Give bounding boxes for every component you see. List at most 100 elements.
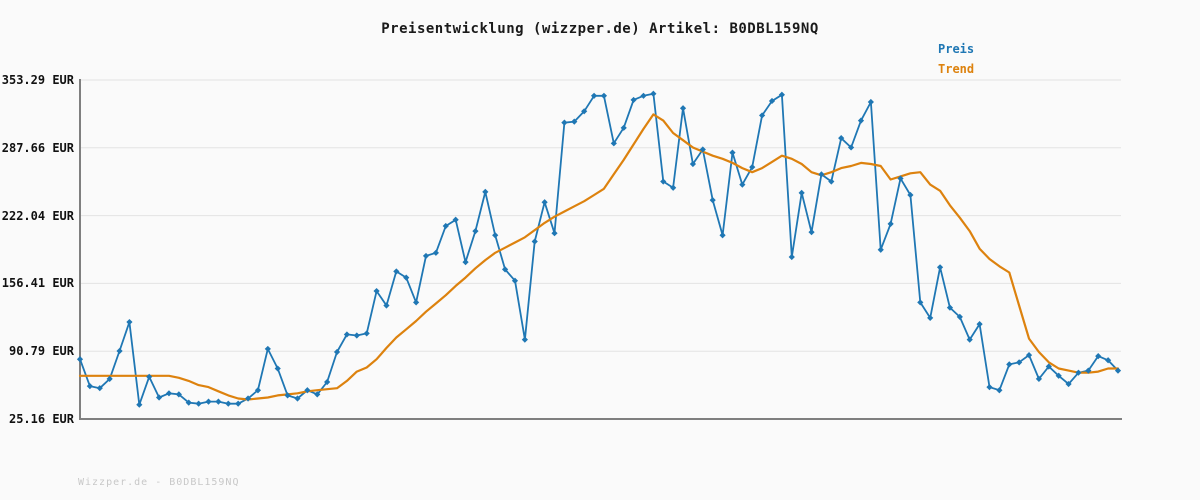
preis-marker: [917, 299, 924, 306]
legend-item-preis: Preis: [938, 42, 975, 56]
preis-marker: [195, 400, 202, 407]
preis-marker: [146, 373, 153, 380]
preis-marker: [739, 181, 746, 188]
preis-marker: [304, 387, 311, 394]
preis-marker: [1105, 357, 1112, 364]
preis-marker: [126, 318, 133, 326]
preis-marker: [620, 124, 627, 131]
preis-marker: [897, 175, 904, 182]
preis-marker: [106, 375, 113, 382]
chart-title: Preisentwicklung (wizzper.de) Artikel: B…: [381, 21, 819, 37]
preis-marker: [541, 199, 548, 206]
preis-marker: [511, 277, 519, 284]
preis-marker: [877, 246, 884, 253]
preis-marker: [1025, 352, 1033, 359]
preis-marker: [1085, 367, 1092, 374]
preis-marker: [818, 171, 825, 178]
preis-marker: [472, 228, 479, 235]
preis-marker: [462, 259, 469, 266]
preis-marker: [778, 91, 785, 98]
preis-marker: [452, 216, 459, 223]
preis-marker: [640, 92, 647, 99]
preis-marker: [215, 398, 222, 405]
preis-marker: [492, 232, 499, 239]
preis-marker: [996, 387, 1003, 394]
y-axis-tick-label: 90.79 EUR: [8, 344, 74, 359]
y-axis-tick-label: 25.16 EUR: [8, 412, 74, 426]
preis-marker: [1045, 363, 1052, 370]
preis-marker: [571, 118, 578, 125]
preis-marker: [946, 304, 954, 311]
preis-marker: [936, 264, 944, 271]
preis-marker: [788, 253, 795, 261]
preis-marker: [225, 400, 232, 407]
preis-marker: [501, 266, 509, 273]
preis-marker: [254, 387, 262, 394]
preis-marker: [1016, 359, 1023, 366]
preis-marker: [709, 197, 716, 204]
preis-marker: [729, 149, 736, 156]
preis-marker: [551, 230, 558, 237]
preis-marker: [986, 384, 993, 391]
preis-marker: [581, 108, 588, 115]
preis-marker: [333, 348, 341, 356]
preis-marker: [482, 188, 489, 195]
preis-marker: [1006, 361, 1013, 368]
preis-marker: [235, 400, 242, 407]
preis-marker: [205, 398, 212, 405]
preis-marker: [353, 332, 360, 339]
preis-marker: [689, 160, 697, 168]
preis-marker: [1095, 353, 1102, 360]
trend-line: [78, 113, 1120, 401]
chart-legend: Preis Trend: [938, 39, 974, 79]
preis-marker: [294, 395, 301, 402]
preis-marker: [759, 112, 766, 119]
preis-marker: [808, 229, 815, 236]
preis-marker: [768, 97, 776, 105]
preis-marker: [956, 313, 963, 320]
y-axis-tick-label: 287.66 EUR: [1, 140, 74, 155]
preis-marker: [155, 394, 163, 401]
preis-marker: [719, 232, 726, 239]
preis-marker: [907, 191, 914, 199]
preis-marker: [660, 178, 667, 185]
preis-marker: [521, 336, 528, 343]
preis-marker: [76, 356, 84, 363]
preis-marker: [165, 390, 173, 397]
preis-marker: [927, 314, 934, 322]
preis-marker: [403, 274, 410, 281]
preis-marker: [1055, 372, 1062, 379]
preis-marker: [590, 92, 598, 99]
preis-marker: [343, 331, 351, 338]
preis-marker: [887, 220, 894, 228]
preis-marker: [86, 383, 93, 390]
preis-marker: [828, 178, 835, 185]
y-axis-tick-label: 156.41 EUR: [1, 276, 74, 291]
preis-marker: [422, 252, 430, 260]
preis-marker: [314, 391, 321, 398]
preis-marker: [699, 146, 706, 153]
preis-marker: [363, 330, 370, 337]
preis-marker: [798, 189, 805, 197]
preis-marker: [136, 401, 143, 408]
preis-marker: [630, 96, 637, 104]
preis-marker: [847, 144, 855, 151]
preis-marker: [244, 395, 252, 402]
preis-marker: [274, 365, 281, 372]
preis-marker: [610, 140, 617, 147]
preis-marker: [966, 336, 973, 343]
preis-marker: [324, 378, 331, 386]
preis-line: [79, 92, 1119, 406]
preis-marker: [1075, 369, 1082, 376]
preis-marker: [749, 163, 756, 171]
preis-marker: [175, 391, 182, 398]
preis-marker: [561, 119, 568, 126]
preis-marker: [976, 321, 983, 328]
preis-marker: [185, 399, 192, 406]
preis-marker: [413, 299, 420, 306]
preis-marker: [393, 268, 400, 275]
preis-marker: [96, 385, 103, 392]
preis-marker: [264, 345, 271, 353]
